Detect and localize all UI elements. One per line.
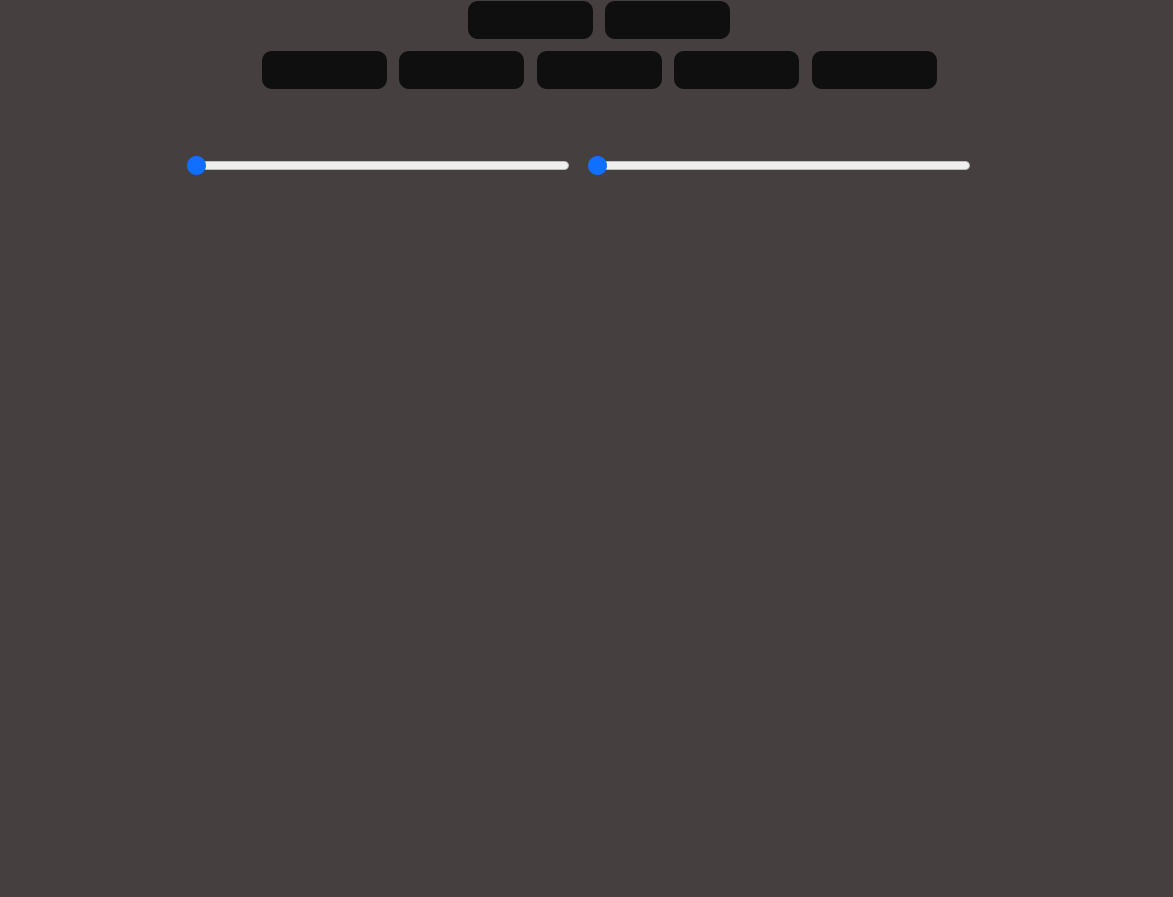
speed-slider[interactable] <box>588 156 970 176</box>
array-size-slider[interactable] <box>187 156 569 176</box>
quick-sort-button[interactable] <box>812 51 937 89</box>
bubble-sort-button[interactable] <box>399 51 524 89</box>
insertion-sort-button[interactable] <box>537 51 662 89</box>
new-array-button[interactable] <box>262 51 387 89</box>
merge-sort-button[interactable] <box>674 51 799 89</box>
sorting-tab-button[interactable] <box>468 1 593 39</box>
speed-slider-thumb[interactable] <box>588 156 607 175</box>
array-size-slider-thumb[interactable] <box>187 156 206 175</box>
pathfinding-tab-button[interactable] <box>605 1 730 39</box>
